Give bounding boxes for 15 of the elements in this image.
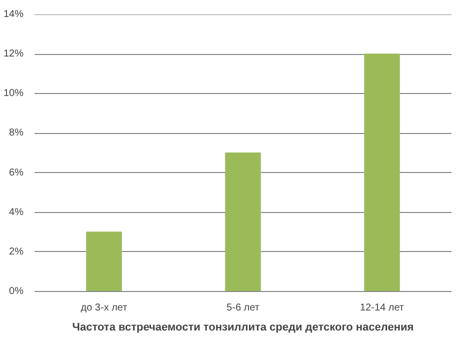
y-tick-label: 2% bbox=[9, 246, 24, 258]
x-tick-label: 5-6 лет bbox=[226, 302, 260, 314]
y-tick-label: 8% bbox=[9, 128, 24, 139]
bar bbox=[86, 232, 122, 292]
y-tick-label: 0% bbox=[9, 286, 24, 297]
bar bbox=[364, 54, 400, 292]
y-tick-label: 6% bbox=[9, 167, 24, 178]
x-tick-label: 12-14 лет bbox=[360, 302, 404, 314]
y-tick-label: 10% bbox=[3, 88, 24, 100]
bar bbox=[225, 152, 261, 292]
y-tick-label: 12% bbox=[3, 48, 24, 60]
x-tick-label: до 3-х лет bbox=[80, 302, 128, 314]
y-tick-label: 4% bbox=[9, 206, 24, 218]
x-axis-title: Частота встречаемости тонзиллита среди детского населения bbox=[72, 322, 414, 334]
y-tick-label: 14% bbox=[3, 9, 24, 20]
